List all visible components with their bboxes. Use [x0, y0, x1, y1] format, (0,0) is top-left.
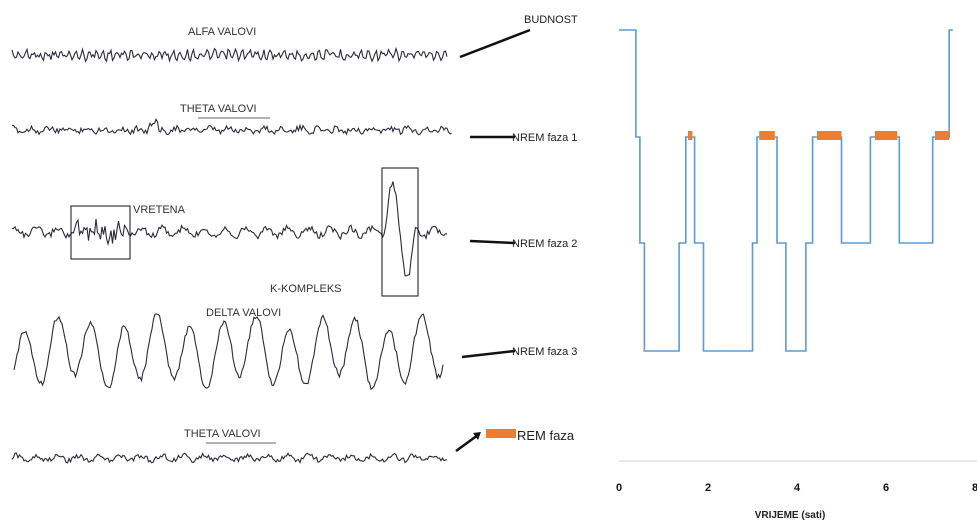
connector-wake	[459, 28, 531, 59]
stage-label-wake: BUDNOST	[524, 14, 578, 26]
hypnogram-chart: 0 2 4 6 8 VRIJEME (sati)	[616, 29, 977, 521]
x-tick-6: 6	[883, 482, 889, 494]
x-axis-label: VRIJEME (sati)	[755, 510, 826, 521]
stage-label-n2: NREM faza 2	[512, 238, 577, 250]
k-complex-box	[381, 167, 419, 297]
rem-segment-2	[759, 131, 775, 140]
x-tick-2: 2	[705, 482, 711, 494]
theta-wave-label-2: THETA VALOVI	[184, 428, 261, 440]
stage-label-rem: REM faza	[517, 428, 575, 443]
x-tick-8: 8	[972, 482, 977, 494]
theta-wave-label-1: THETA VALOVI	[180, 103, 257, 115]
rem-legend-swatch	[486, 429, 516, 438]
connector-rem	[455, 433, 479, 453]
rem-segments	[688, 131, 950, 140]
rem-segment-5	[935, 131, 950, 140]
theta-wave-trace-1	[12, 118, 452, 136]
alpha-wave-label: ALFA VALOVI	[188, 26, 256, 38]
x-tick-0: 0	[616, 482, 622, 494]
alpha-wave-trace	[11, 46, 448, 63]
eeg-waves-panel: ALFA VALOVI THETA VALOVI VRETENA K-KOMPL…	[11, 26, 452, 464]
hypnogram-line	[619, 29, 953, 352]
delta-wave-label: DELTA VALOVI	[206, 307, 281, 319]
x-tick-4: 4	[794, 482, 801, 494]
spindle-wave-label: VRETENA	[133, 204, 186, 216]
rem-segment-1	[688, 131, 693, 140]
stage-label-n1: NREM faza 1	[512, 132, 577, 144]
spindle-box	[70, 205, 131, 260]
rem-segment-3	[817, 131, 842, 140]
stage-label-n3: NREM faza 3	[512, 346, 577, 358]
connector-n3	[461, 349, 516, 359]
connector-lines	[455, 28, 531, 453]
k-complex-label: K-KOMPLEKS	[270, 283, 342, 295]
spindle-wave-trace	[11, 181, 448, 277]
connector-n2	[469, 239, 516, 245]
arrowhead-rem	[473, 432, 481, 440]
theta-wave-trace-2	[11, 452, 448, 464]
delta-wave-trace	[13, 313, 444, 391]
rem-segment-4	[874, 131, 898, 140]
x-tick-labels: 0 2 4 6 8	[616, 482, 977, 494]
